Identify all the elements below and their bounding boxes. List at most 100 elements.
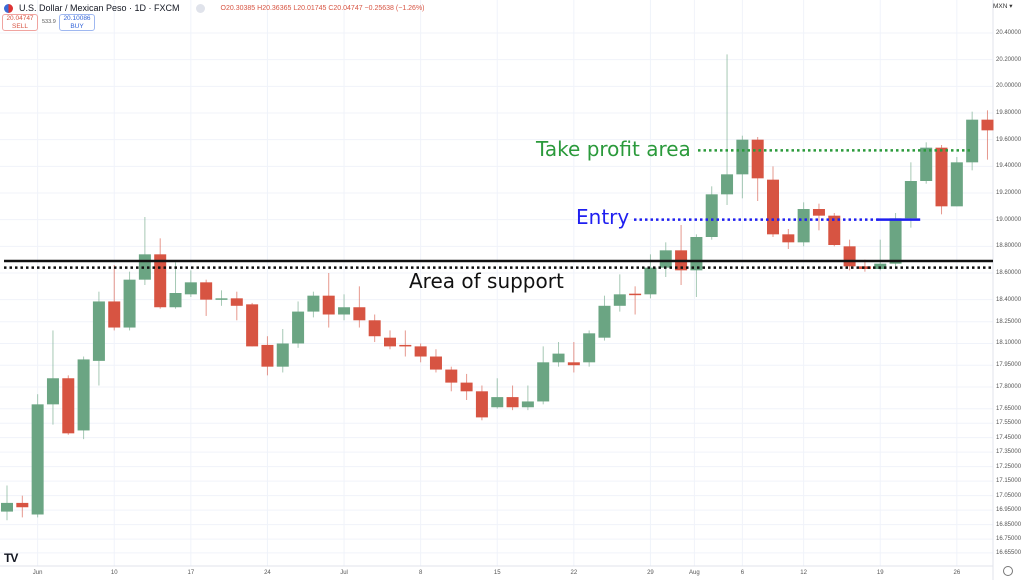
annotation-lines bbox=[4, 149, 993, 269]
x-tick-label: 8 bbox=[418, 570, 423, 576]
y-tick-label: 16.85000 bbox=[996, 521, 1022, 528]
candle-up bbox=[659, 250, 672, 268]
candle-down bbox=[782, 234, 795, 243]
buy-price: 20.10086 bbox=[63, 14, 91, 22]
candle-down bbox=[858, 266, 871, 269]
y-tick-label: 18.10000 bbox=[996, 340, 1022, 347]
candle-up bbox=[598, 305, 611, 338]
candle-down bbox=[843, 246, 856, 267]
candle-down bbox=[475, 391, 488, 418]
y-tick-label: 19.00000 bbox=[996, 216, 1022, 223]
candle-up bbox=[292, 311, 305, 344]
take-profit-label: Take profit area bbox=[536, 137, 691, 161]
candle-up bbox=[215, 298, 228, 300]
candle-up bbox=[904, 181, 917, 219]
candle-up bbox=[721, 174, 734, 195]
candle-up bbox=[889, 218, 902, 264]
y-tick-label: 18.40000 bbox=[996, 296, 1022, 303]
y-tick-label: 16.65500 bbox=[996, 549, 1022, 556]
y-tick-label: 19.40000 bbox=[996, 163, 1022, 170]
candle-down bbox=[62, 378, 75, 434]
candles bbox=[1, 54, 994, 521]
candle-up bbox=[705, 194, 718, 237]
candle-up bbox=[583, 333, 596, 363]
candle-down bbox=[445, 369, 458, 383]
y-tick-label: 19.80000 bbox=[996, 110, 1022, 116]
x-tick-label: 12 bbox=[800, 570, 807, 576]
candle-up bbox=[307, 295, 320, 312]
y-tick-label: 20.20000 bbox=[996, 56, 1022, 63]
x-tick-label: Aug bbox=[689, 570, 700, 576]
y-tick-label: 18.25000 bbox=[996, 318, 1022, 325]
y-tick-label: 17.95000 bbox=[996, 362, 1022, 369]
symbol-title[interactable]: U.S. Dollar / Mexican Peso · 1D · FXCM bbox=[19, 3, 180, 13]
buy-label: BUY bbox=[70, 22, 84, 30]
status-dot-icon[interactable] bbox=[195, 3, 205, 13]
candle-down bbox=[567, 362, 580, 366]
candle-up bbox=[46, 378, 59, 405]
support-label: Area of support bbox=[409, 269, 564, 293]
flag-icon bbox=[4, 3, 13, 13]
candle-down bbox=[981, 119, 994, 131]
x-tick-label: 24 bbox=[264, 570, 271, 576]
candle-up bbox=[874, 263, 887, 269]
candle-up bbox=[552, 353, 565, 363]
y-tick-label: 18.80000 bbox=[996, 243, 1022, 250]
x-tick-label: 17 bbox=[187, 570, 195, 576]
candle-up bbox=[1, 502, 13, 512]
candle-up bbox=[123, 279, 136, 328]
x-tick-label: Jul bbox=[340, 570, 348, 576]
candle-up bbox=[966, 119, 979, 163]
buy-button[interactable]: 20.10086 BUY bbox=[59, 14, 95, 31]
candle-up bbox=[690, 237, 703, 271]
sell-label: SELL bbox=[12, 22, 28, 30]
candle-up bbox=[736, 139, 749, 175]
candle-down bbox=[154, 254, 167, 308]
ohlc-readout: O20.30385 H20.36365 L20.01745 C20.04747 … bbox=[220, 4, 425, 12]
settings-icon[interactable] bbox=[1003, 566, 1013, 576]
y-tick-label: 17.35000 bbox=[996, 449, 1022, 456]
candle-down bbox=[414, 346, 427, 357]
candle-up bbox=[521, 401, 534, 408]
candle-down bbox=[506, 397, 519, 408]
candle-up bbox=[491, 397, 504, 408]
candle-down bbox=[261, 344, 274, 367]
currency-dropdown[interactable]: MXN ▾ bbox=[993, 3, 1013, 10]
y-tick-label: 17.65000 bbox=[996, 405, 1022, 412]
y-tick-label: 18.60000 bbox=[996, 270, 1022, 276]
x-tick-label: 22 bbox=[570, 570, 578, 576]
tradingview-logo[interactable]: TV bbox=[4, 551, 18, 565]
candle-up bbox=[169, 293, 182, 308]
candle-down bbox=[384, 337, 396, 347]
y-tick-label: 17.55000 bbox=[996, 420, 1022, 427]
candle-down bbox=[460, 382, 473, 392]
candle-down bbox=[935, 147, 948, 207]
candle-down bbox=[751, 139, 764, 179]
candle-down bbox=[230, 298, 243, 306]
candle-up bbox=[31, 404, 44, 515]
y-tick-label: 16.95000 bbox=[996, 507, 1022, 514]
candle-down bbox=[353, 307, 366, 321]
candle-down bbox=[429, 356, 442, 370]
y-tick-label: 17.80000 bbox=[996, 383, 1022, 390]
candle-down bbox=[767, 179, 779, 235]
candle-up bbox=[276, 343, 289, 367]
candle-up bbox=[184, 282, 197, 295]
x-tick-label: 19 bbox=[876, 570, 884, 576]
x-tick-label: 15 bbox=[493, 570, 501, 576]
candle-up bbox=[92, 301, 105, 361]
candle-down bbox=[828, 215, 841, 245]
sell-button[interactable]: 20.04747 SELL bbox=[2, 14, 38, 31]
candle-down bbox=[16, 502, 29, 508]
candle-up bbox=[644, 267, 657, 295]
candle-up bbox=[797, 209, 810, 243]
grid bbox=[0, 0, 993, 566]
symbol-header: U.S. Dollar / Mexican Peso · 1D · FXCM O… bbox=[4, 3, 425, 13]
x-tick-label: 10 bbox=[110, 570, 118, 576]
candle-up bbox=[338, 307, 351, 315]
spread: 533.9 bbox=[42, 19, 56, 25]
x-tick-label: 6 bbox=[740, 570, 745, 576]
candle-down bbox=[399, 344, 412, 347]
x-tick-label: Jun bbox=[32, 570, 43, 576]
